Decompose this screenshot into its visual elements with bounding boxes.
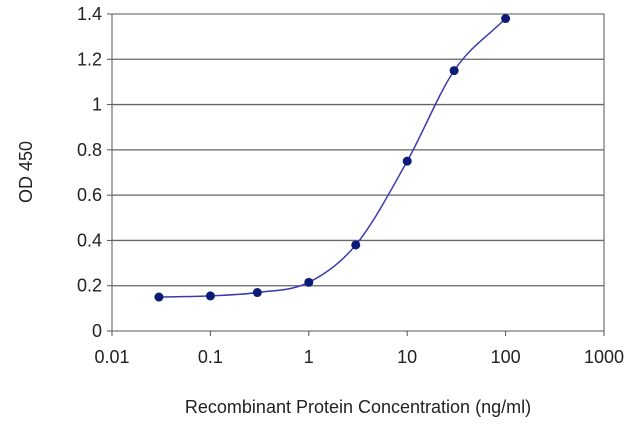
y-tick-label: 0.8 <box>77 140 102 160</box>
x-axis-label: Recombinant Protein Concentration (ng/ml… <box>185 397 531 417</box>
x-tick-label: 1000 <box>584 347 624 367</box>
data-point <box>402 156 412 166</box>
series-line <box>158 18 507 298</box>
gridlines <box>112 58 604 287</box>
data-points <box>154 14 511 302</box>
x-tick-label: 1 <box>304 347 314 367</box>
plot-area <box>111 13 605 332</box>
y-tick-label: 0.4 <box>77 230 102 250</box>
y-tick-label: 0.6 <box>77 185 102 205</box>
y-tick-label: 0 <box>92 321 102 341</box>
x-tick-label: 100 <box>491 347 521 367</box>
data-point <box>449 66 459 76</box>
y-axis-ticks: 0 0.2 0.4 0.6 0.8 1 1.2 1.4 <box>77 4 112 341</box>
data-point <box>205 291 215 301</box>
y-tick-label: 1.2 <box>77 49 102 69</box>
data-point <box>351 240 361 250</box>
x-tick-label: 0.1 <box>198 347 223 367</box>
y-tick-label: 1 <box>92 95 102 115</box>
y-axis-label: OD 450 <box>16 141 36 203</box>
data-point <box>252 288 262 298</box>
y-tick-label: 0.2 <box>77 276 102 296</box>
x-tick-label: 10 <box>397 347 417 367</box>
x-tick-label: 0.01 <box>94 347 129 367</box>
x-axis-ticks: 0.01 0.1 1 10 100 1000 <box>94 331 624 367</box>
data-point <box>304 277 314 287</box>
y-tick-label: 1.4 <box>77 4 102 24</box>
data-point <box>501 14 511 24</box>
data-point <box>154 292 164 302</box>
